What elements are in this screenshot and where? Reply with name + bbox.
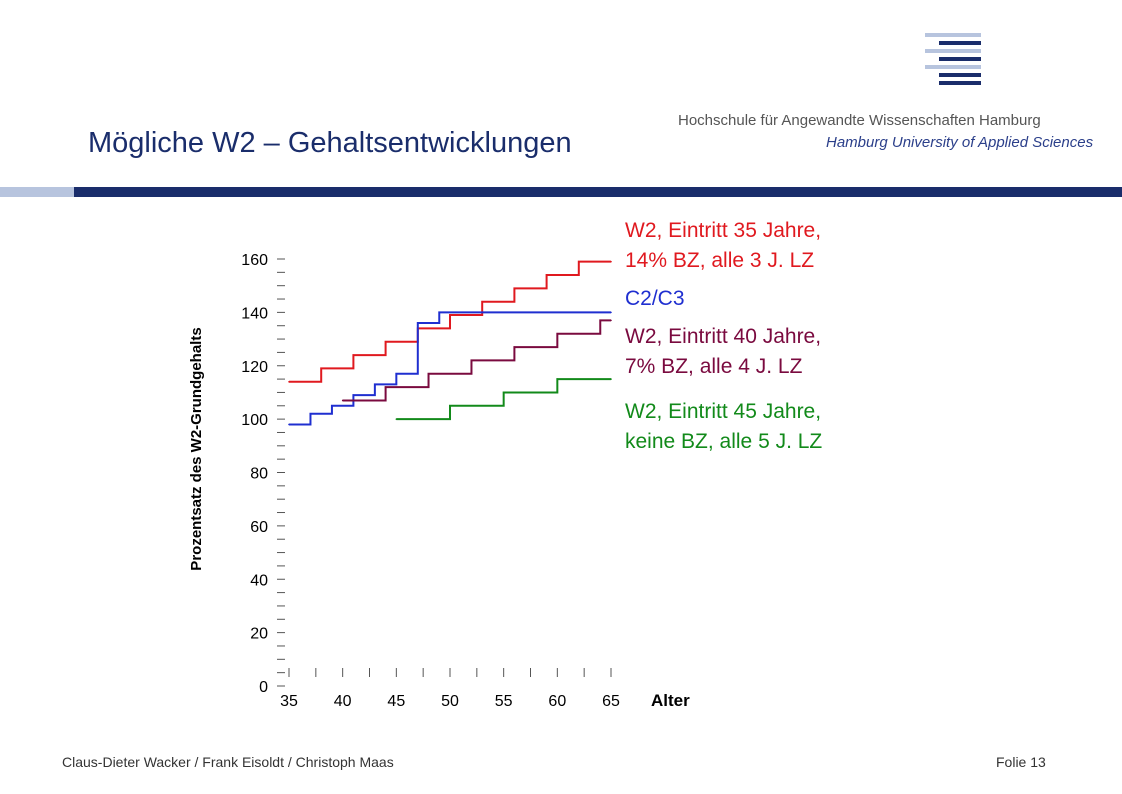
- data-point: [449, 404, 451, 407]
- data-point: [470, 359, 473, 362]
- data-point: [417, 322, 419, 324]
- data-point: [395, 418, 398, 420]
- data-point: [374, 383, 376, 386]
- data-point: [320, 367, 323, 370]
- legend-label: 7% BZ, alle 4 J. LZ: [625, 355, 803, 378]
- data-point: [513, 287, 516, 290]
- y-tick-label: 140: [241, 305, 268, 322]
- logo-bar: [939, 73, 981, 77]
- data-point: [610, 319, 612, 322]
- logo-bar: [925, 65, 981, 69]
- y-tick-label: 120: [241, 359, 268, 376]
- footer-authors: Claus-Dieter Wacker / Frank Eisoldt / Ch…: [62, 754, 394, 770]
- logo-bar: [939, 41, 981, 45]
- x-tick-label: 45: [387, 693, 405, 710]
- haw-logo-icon: [925, 33, 981, 85]
- data-point: [341, 399, 344, 402]
- legend-label: C2/C3: [625, 287, 685, 310]
- legend-label: W2, Eintritt 40 Jahre,: [625, 325, 821, 348]
- x-tick-label: 60: [548, 693, 566, 710]
- logo-bar: [925, 49, 981, 53]
- header-rule: [74, 187, 1122, 197]
- logo-bar: [925, 33, 981, 37]
- x-tick-label: 40: [334, 693, 352, 710]
- logo-bar: [939, 81, 981, 85]
- x-tick-label: 50: [441, 693, 459, 710]
- data-point: [352, 354, 355, 356]
- y-tick-label: 20: [250, 626, 268, 643]
- data-point: [384, 340, 387, 343]
- data-point: [438, 311, 441, 314]
- data-point: [427, 372, 430, 375]
- data-point: [545, 274, 548, 276]
- logo-text-english: Hamburg University of Applied Sciences: [826, 134, 1094, 151]
- y-tick-label: 160: [241, 252, 268, 269]
- data-point: [599, 319, 602, 322]
- data-point: [556, 332, 559, 335]
- y-tick-label: 60: [250, 519, 268, 536]
- x-tick-label: 35: [280, 693, 298, 710]
- series-line-2: [289, 311, 611, 426]
- data-point: [610, 260, 612, 263]
- y-tick-label: 100: [241, 412, 268, 429]
- data-point: [288, 380, 290, 383]
- slide-title: Mögliche W2 – Gehaltsentwicklungen: [88, 127, 572, 159]
- logo-text-institution: Hochschule für Angewandte Wissenschaften…: [678, 112, 1041, 129]
- y-tick-label: 80: [250, 466, 268, 483]
- data-point: [578, 260, 580, 263]
- data-point: [331, 404, 333, 407]
- footer-slide-number: Folie 13: [996, 754, 1046, 770]
- legend-label: keine BZ, alle 5 J. LZ: [625, 430, 822, 453]
- y-axis-label: Prozentsatz des W2-Grundgehalts: [188, 327, 205, 570]
- data-point: [288, 423, 290, 426]
- legend-label: W2, Eintritt 45 Jahre,: [625, 400, 821, 423]
- data-point: [384, 386, 387, 388]
- data-point: [513, 346, 516, 348]
- legend-label: W2, Eintritt 35 Jahre,: [625, 219, 821, 242]
- x-tick-label: 55: [495, 693, 513, 710]
- data-point: [352, 394, 355, 396]
- data-point: [309, 412, 312, 415]
- data-point: [395, 372, 398, 375]
- data-point: [449, 314, 451, 316]
- series-line-4: [396, 378, 611, 421]
- y-tick-label: 40: [250, 572, 268, 589]
- logo-bar: [939, 57, 981, 61]
- data-point: [481, 300, 484, 303]
- y-tick-label: 0: [259, 679, 268, 696]
- header-rule-accent: [0, 187, 74, 197]
- data-point: [610, 311, 612, 314]
- legend-label: 14% BZ, alle 3 J. LZ: [625, 249, 814, 272]
- series-line-1: [289, 260, 611, 383]
- series-line-3: [342, 319, 611, 402]
- x-axis-label: Alter: [651, 691, 690, 710]
- x-tick-label: 65: [602, 693, 620, 710]
- data-point: [610, 378, 612, 380]
- data-point: [502, 391, 505, 394]
- data-point: [556, 378, 559, 380]
